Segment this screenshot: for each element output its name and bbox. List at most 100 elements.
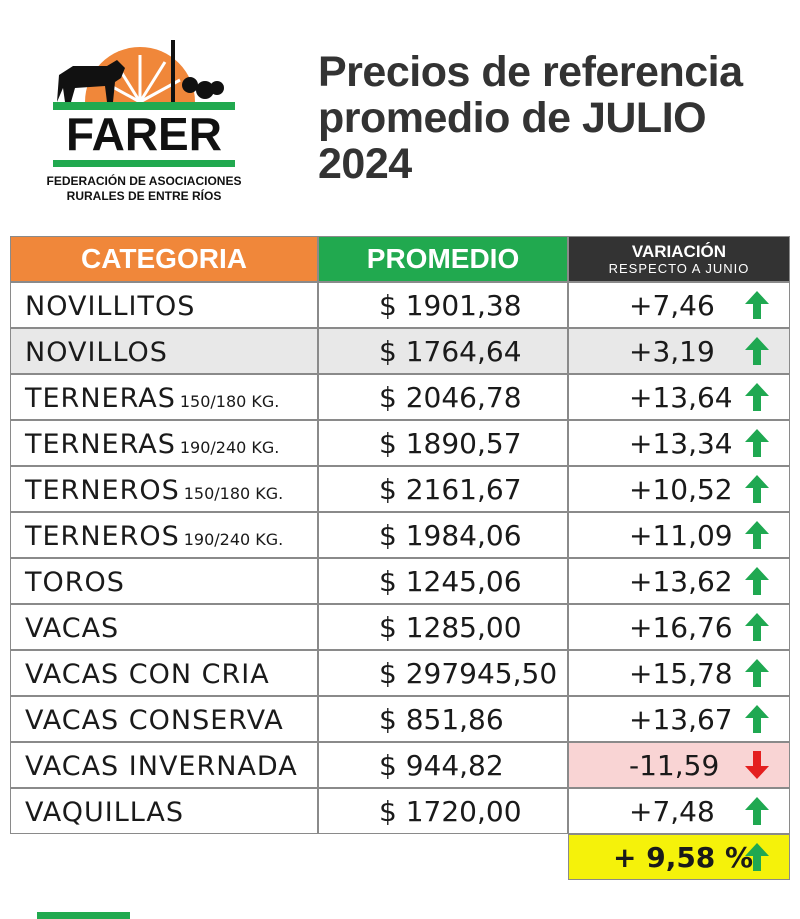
arrow-up	[745, 291, 769, 319]
variation-cell: +16,76	[568, 604, 790, 650]
variation-cell: +3,19	[568, 328, 790, 374]
category-cell: TOROS	[10, 558, 318, 604]
arrow-up	[745, 843, 769, 871]
weight: 150/180 KG.	[179, 392, 280, 411]
arrow-up	[745, 429, 769, 457]
variation-cell: +13,62	[568, 558, 790, 604]
weight: 190/240 KG.	[179, 438, 280, 457]
variation-cell: +15,78	[568, 650, 790, 696]
category-cell: VACAS INVERNADA	[10, 742, 318, 788]
title-line: 2024	[318, 140, 412, 188]
price: $ 1285,00	[379, 610, 522, 644]
price-cell: $ 2161,67	[318, 466, 568, 512]
variation: +7,48	[629, 794, 715, 828]
category-cell: NOVILLITOS	[10, 282, 318, 328]
variation-cell: +10,52	[568, 466, 790, 512]
arrow-up	[745, 567, 769, 595]
price-cell: $ 297945,50	[318, 650, 568, 696]
logo: FARER FEDERACIÓN DE ASOCIACIONES RURALES…	[47, 40, 242, 203]
category-cell: NOVILLOS	[10, 328, 318, 374]
variation: +11,09	[629, 518, 733, 552]
weight: 150/180 KG.	[183, 484, 284, 503]
arrow-up	[745, 475, 769, 503]
category: VACAS CON CRIA	[25, 659, 270, 690]
logo-line: FEDERACIÓN DE ASOCIACIONES	[47, 173, 242, 188]
logo-name: FARER	[66, 108, 222, 160]
variation-cell: +7,48	[568, 788, 790, 834]
header-cell: CATEGORIA	[10, 236, 318, 282]
title-line: Precios de referencia	[318, 48, 743, 96]
category: TERNERAS	[25, 429, 176, 460]
price-cell: $ 944,82	[318, 742, 568, 788]
price: $ 851,86	[379, 702, 504, 736]
price: $ 1245,06	[379, 564, 522, 598]
price-cell: $ 851,86	[318, 696, 568, 742]
variation-cell: -11,59	[568, 742, 790, 788]
footer-bar	[37, 912, 130, 919]
category: VAQUILLAS	[25, 797, 185, 828]
variation: +13,34	[629, 426, 733, 460]
price: $ 1764,64	[379, 334, 522, 368]
logo-line: RURALES DE ENTRE RÍOS	[67, 188, 222, 203]
price: $ 1901,38	[379, 288, 522, 322]
header-text: VARIACIÓN	[631, 242, 727, 261]
arrow-up	[745, 337, 769, 365]
variation-cell: +13,34	[568, 420, 790, 466]
category: TERNEROS	[25, 475, 180, 506]
variation: +13,62	[629, 564, 733, 598]
variation: -11,59	[629, 748, 720, 782]
category: TOROS	[25, 567, 125, 598]
total: + 9,58 %	[613, 840, 754, 874]
arrow-up	[745, 797, 769, 825]
price-cell: $ 2046,78	[318, 374, 568, 420]
header-subtext: RESPECTO A JUNIO	[608, 261, 750, 276]
category: NOVILLOS	[25, 337, 168, 368]
category: VACAS INVERNADA	[25, 751, 298, 782]
arrow-up	[745, 613, 769, 641]
category-cell: TERNERAS 150/180 KG.	[10, 374, 318, 420]
variation: +13,67	[629, 702, 733, 736]
price: $ 2046,78	[379, 380, 522, 414]
price-cell: $ 1890,57	[318, 420, 568, 466]
variation: +3,19	[629, 334, 715, 368]
price: $ 1720,00	[379, 794, 522, 828]
variation: +13,64	[629, 380, 733, 414]
price-cell: $ 1764,64	[318, 328, 568, 374]
category-cell: TERNEROS 150/180 KG.	[10, 466, 318, 512]
weight: 190/240 KG.	[183, 530, 284, 549]
variation-cell: +13,67	[568, 696, 790, 742]
category: NOVILLITOS	[25, 291, 196, 322]
arrow-up	[745, 383, 769, 411]
variation: +7,46	[629, 288, 715, 322]
category-cell: VACAS CON CRIA	[10, 650, 318, 696]
variation-cell: +13,64	[568, 374, 790, 420]
variation: +10,52	[629, 472, 733, 506]
arrow-up	[745, 659, 769, 687]
arrow-up	[745, 705, 769, 733]
header-cell: PROMEDIO	[318, 236, 568, 282]
price: $ 1890,57	[379, 426, 522, 460]
price: $ 2161,67	[379, 472, 522, 506]
price-cell: $ 1720,00	[318, 788, 568, 834]
category: TERNERAS	[25, 383, 176, 414]
category: VACAS CONSERVA	[25, 705, 284, 736]
price: $ 944,82	[379, 748, 504, 782]
variation-cell: +11,09	[568, 512, 790, 558]
variation: +16,76	[629, 610, 733, 644]
arrow-down	[745, 751, 769, 779]
category-cell: VAQUILLAS	[10, 788, 318, 834]
price-cell: $ 1984,06	[318, 512, 568, 558]
category-cell: VACAS CONSERVA	[10, 696, 318, 742]
category-cell: TERNEROS 190/240 KG.	[10, 512, 318, 558]
arrow-up	[745, 521, 769, 549]
price: $ 297945,50	[379, 656, 558, 690]
total-cell: + 9,58 %	[568, 834, 790, 880]
category-cell: TERNERAS 190/240 KG.	[10, 420, 318, 466]
category: VACAS	[25, 613, 120, 644]
category: TERNEROS	[25, 521, 180, 552]
title-line: promedio de JULIO	[318, 94, 707, 142]
price: $ 1984,06	[379, 518, 522, 552]
header-cell: VARIACIÓN RESPECTO A JUNIO	[568, 236, 790, 282]
variation: +15,78	[629, 656, 733, 690]
